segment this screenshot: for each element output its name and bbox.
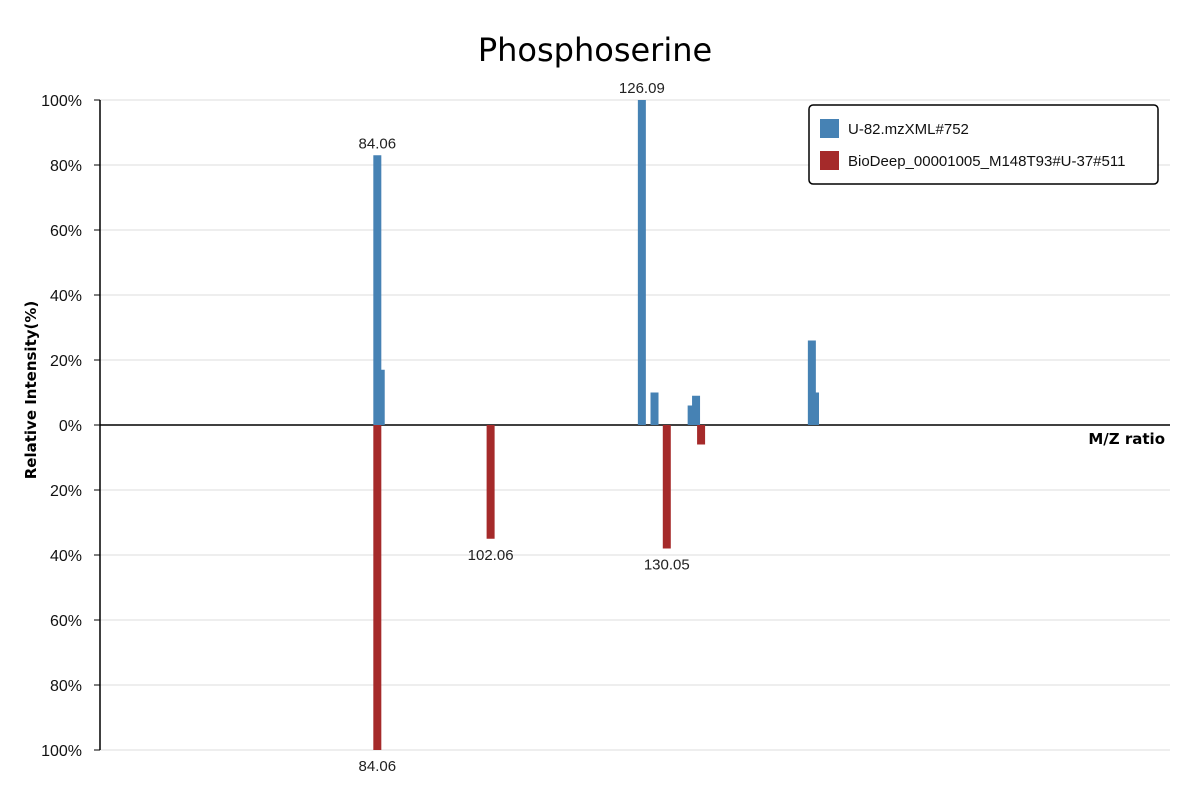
bar-sample-4 <box>687 405 696 425</box>
y-tick-label: 0% <box>59 418 82 435</box>
legend-label-series-1: U-82.mzXML#752 <box>848 121 969 138</box>
y-tick-label: 20% <box>50 353 82 370</box>
chart-title: Phosphoserine <box>478 31 712 69</box>
y-tick-label: 60% <box>50 223 82 240</box>
bar-sample-5 <box>692 395 701 425</box>
peak-label: 126.09 <box>619 80 665 97</box>
y-tick-label: 40% <box>50 288 82 305</box>
grid-lines <box>100 99 1170 751</box>
y-axis-ticks: 100% 80% 60% 40% 20% 0% 20% 40% 60% 80% 100% <box>41 93 100 760</box>
y-tick-label: 80% <box>50 158 82 175</box>
legend-box <box>808 104 1159 185</box>
y-tick-label: 100% <box>41 93 82 110</box>
y-axis-label: Relative Intensity(%) <box>22 301 40 480</box>
bar-sample-3 <box>650 392 659 425</box>
bar-sample-2 <box>637 100 646 425</box>
bar-sample-0 <box>373 155 382 425</box>
bar-reference-2 <box>662 425 671 549</box>
y-tick-label: 80% <box>50 678 82 695</box>
legend-swatch-series-2 <box>820 151 839 170</box>
bar-sample-7 <box>811 392 820 425</box>
peak-label: 84.06 <box>359 135 397 152</box>
bar-reference-0 <box>373 425 382 750</box>
x-axis-label: M/Z ratio <box>1088 430 1165 448</box>
y-tick-label: 60% <box>50 613 82 630</box>
spectrum-bars <box>373 100 820 750</box>
peak-label: 84.06 <box>359 758 397 775</box>
y-tick-label: 100% <box>41 743 82 760</box>
y-tick-label: 40% <box>50 548 82 565</box>
legend-label-series-2: BioDeep_00001005_M148T93#U-37#511 <box>848 153 1125 170</box>
peak-label: 102.06 <box>468 547 514 564</box>
bar-sample-6 <box>807 340 816 425</box>
bar-reference-3 <box>697 425 706 445</box>
peak-label: 130.05 <box>644 557 690 574</box>
legend-swatch-series-1 <box>820 119 839 138</box>
legend: U-82.mzXML#752 BioDeep_00001005_M148T93#… <box>808 104 1159 185</box>
peak-labels: 84.06 126.09 84.06 102.06 130.05 <box>359 80 690 775</box>
bar-reference-1 <box>486 425 495 539</box>
y-tick-label: 20% <box>50 483 82 500</box>
bar-sample-1 <box>376 369 385 425</box>
